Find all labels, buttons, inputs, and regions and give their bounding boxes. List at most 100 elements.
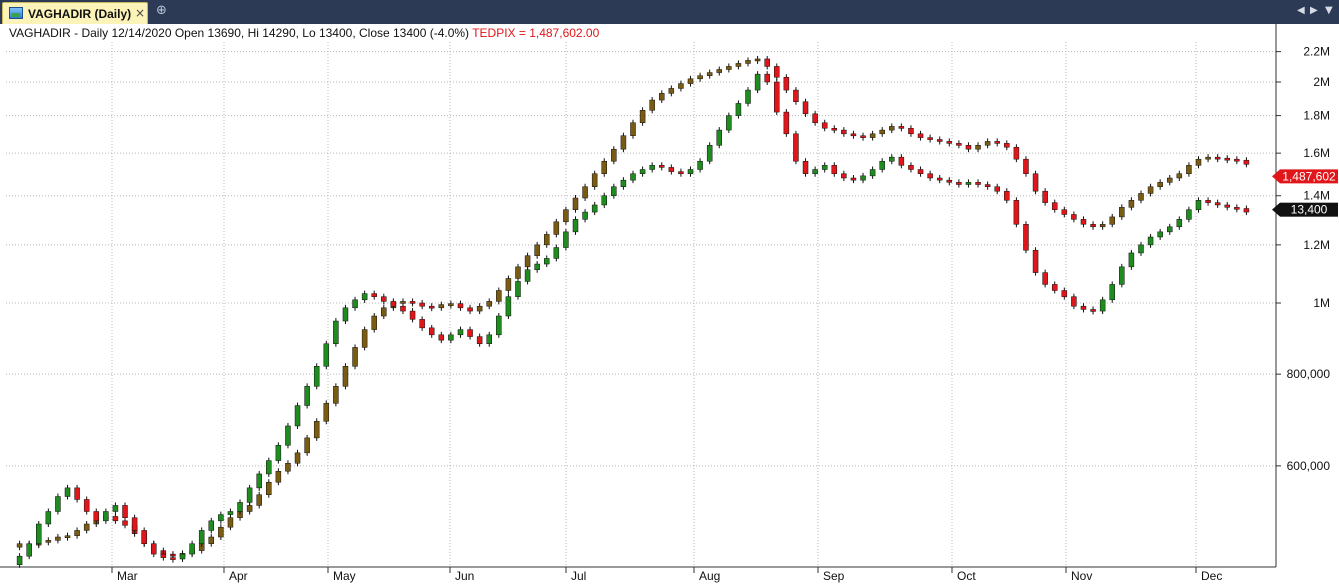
vaghadir-candle — [735, 103, 742, 116]
tedpix-candle — [678, 83, 684, 89]
vaghadir-candle — [151, 543, 157, 555]
tedpix-candle — [227, 517, 234, 528]
vaghadir-candle — [936, 177, 943, 181]
tedpix-candle — [1071, 214, 1077, 220]
tedpix-candle — [726, 66, 732, 70]
x-tick-label: Jun — [455, 569, 474, 583]
vaghadir-candle — [74, 487, 80, 500]
vaghadir-candle — [1205, 200, 1211, 203]
tab-menu-icon[interactable]: ▼ — [1325, 5, 1333, 16]
tedpix-candle — [543, 234, 550, 246]
vaghadir-candle — [218, 514, 224, 522]
tedpix-candle — [764, 58, 770, 67]
vaghadir-candle — [352, 299, 358, 309]
x-tick-label: Jul — [571, 569, 586, 583]
vaghadir-candle — [869, 169, 876, 177]
tedpix-candle — [275, 470, 282, 483]
price-chart[interactable]: 600,000 800,000 1M 1.2M 1.4M 1.6M 1.8M 2M 2.2M Ma… — [0, 24, 1339, 584]
vaghadir-candle — [927, 173, 933, 179]
vaghadir-candle — [1214, 202, 1221, 206]
vaghadir-candle — [476, 336, 483, 345]
vaghadir-candle — [323, 343, 330, 367]
vaghadir-candle — [515, 281, 521, 297]
tedpix-candle — [304, 437, 310, 454]
vaghadir-candle — [534, 263, 540, 270]
vaghadir-candle — [1243, 208, 1250, 213]
tedpix-candle — [984, 141, 991, 146]
tedpix-candle — [122, 520, 128, 526]
x-tick-label: Mar — [117, 569, 138, 583]
tedpix-candle — [323, 403, 330, 422]
next-tab-icon[interactable]: ▶ — [1310, 5, 1318, 16]
tedpix-candle — [850, 133, 857, 137]
tedpix-candle — [735, 63, 742, 67]
tedpix-candle — [16, 543, 23, 548]
vaghadir-candle — [1195, 200, 1202, 210]
vaghadir-candle — [496, 315, 502, 336]
tedpix-candle — [1032, 173, 1039, 192]
vaghadir-candle — [802, 160, 809, 174]
vaghadir-candle — [131, 517, 138, 531]
vaghadir-candle — [975, 182, 981, 185]
tedpix-candle — [1214, 156, 1221, 160]
vaghadir-candle — [1099, 299, 1106, 312]
tedpix-candle — [898, 126, 905, 129]
vaghadir-candle — [1023, 224, 1029, 251]
vaghadir-candle — [1004, 190, 1010, 201]
vaghadir-candle — [965, 182, 972, 185]
vaghadir-candle — [812, 169, 818, 174]
vaghadir-candle — [64, 487, 71, 497]
vaghadir-candle — [409, 310, 416, 320]
close-icon[interactable]: × — [135, 6, 146, 20]
tedpix-candle — [476, 305, 483, 312]
tedpix-candle — [342, 366, 349, 387]
vaghadir-candle — [1109, 284, 1115, 301]
chart-area[interactable]: VAGHADIR - Daily 12/14/2020 Open 13690, … — [0, 24, 1339, 584]
tedpix-candle — [381, 307, 387, 317]
vaghadir-candle — [1013, 200, 1020, 225]
tedpix-candle — [1128, 200, 1135, 208]
tedpix-candle — [994, 141, 1000, 144]
tedpix-candle — [1080, 219, 1087, 225]
tedpix-candle — [294, 452, 301, 464]
vaghadir-candle — [1147, 236, 1154, 246]
tedpix-candle — [371, 315, 377, 330]
vaghadir-candle — [103, 511, 109, 522]
vaghadir-candle — [1032, 249, 1039, 273]
tedpix-candle — [428, 305, 435, 309]
tedpix-candle — [668, 88, 675, 94]
tedpix-candle — [601, 160, 607, 174]
y-tick-label: 1M — [1313, 296, 1330, 310]
vaghadir-candle — [1071, 296, 1077, 307]
vaghadir-candle — [821, 165, 828, 170]
chart-tab[interactable]: VAGHADIR (Daily) × — [2, 2, 148, 24]
x-tick-label: Aug — [699, 569, 720, 583]
vaghadir-candle — [256, 473, 262, 489]
tedpix-candle — [1234, 158, 1240, 162]
tedpix-candle — [486, 301, 492, 307]
tedpix-candle — [438, 304, 445, 309]
vaghadir-candle — [764, 73, 770, 83]
tedpix-candle — [927, 137, 933, 140]
chart-header: VAGHADIR - Daily 12/14/2020 Open 13690, … — [9, 26, 599, 40]
vaghadir-candle — [630, 173, 636, 181]
vaghadir-candle — [860, 175, 866, 181]
tedpix-candle — [266, 481, 272, 496]
y-tick-label: 2.2M — [1303, 45, 1330, 59]
x-tick-label: Dec — [1201, 569, 1222, 583]
chart-header-index: TEDPIX = 1,487,602.00 — [472, 26, 600, 40]
index-last-badge-label: 1,487,602 — [1282, 169, 1336, 183]
vaghadir-candle — [333, 320, 339, 345]
prev-tab-icon[interactable]: ◀ — [1297, 5, 1305, 16]
tedpix-candle — [1166, 177, 1173, 183]
vaghadir-candle — [908, 165, 914, 170]
vaghadir-candle — [1224, 204, 1230, 208]
tedpix-candle — [1157, 182, 1163, 187]
vaghadir-candle — [227, 511, 234, 515]
vaghadir-candle — [36, 523, 42, 544]
tedpix-candle — [1243, 159, 1250, 165]
tedpix-candle — [917, 133, 924, 138]
vaghadir-candle — [745, 89, 751, 104]
tedpix-candle — [1004, 143, 1010, 148]
new-tab-icon[interactable]: ⊕ — [156, 3, 167, 18]
